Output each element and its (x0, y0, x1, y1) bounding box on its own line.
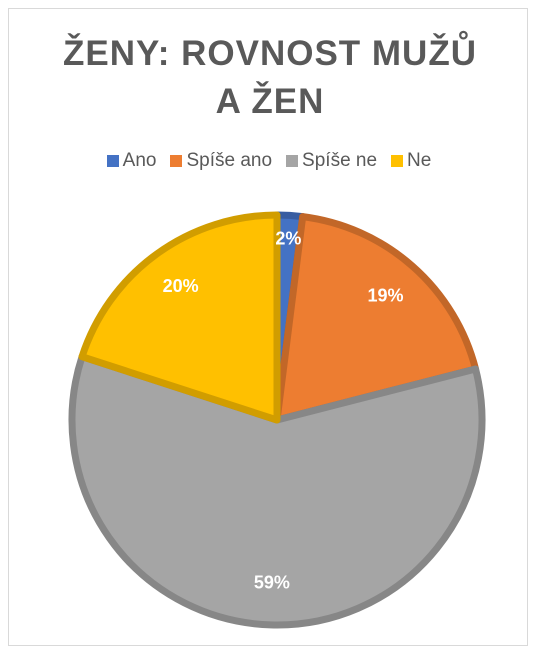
data-label: 59% (254, 573, 290, 593)
legend-item: Ne (391, 150, 431, 172)
pie-slice (273, 213, 480, 424)
legend-swatch (391, 155, 404, 167)
legend-item: Ano (106, 150, 157, 172)
data-label: 2% (275, 229, 301, 249)
legend-item: Spíše ne (286, 150, 377, 172)
chart-frame (8, 8, 528, 646)
data-label: 19% (367, 286, 403, 306)
legend-item: Spíše ano (170, 150, 272, 172)
legend: Ano Spíše ano Spíše ne Ne (0, 150, 538, 172)
legend-swatch (286, 155, 299, 167)
legend-label: Spíše ne (302, 150, 378, 171)
legend-swatch (170, 155, 183, 167)
chart-title: ŽENY: ROVNOST MUŽŮ A ŽEN (62, 34, 477, 121)
pie-slice (68, 353, 486, 629)
pie-slice (78, 211, 281, 424)
data-label: 20% (163, 276, 199, 296)
legend-label: Ne (407, 150, 432, 171)
legend-label: Spíše ano (186, 150, 273, 171)
legend-label: Ano (122, 150, 157, 171)
legend-swatch (106, 155, 119, 167)
